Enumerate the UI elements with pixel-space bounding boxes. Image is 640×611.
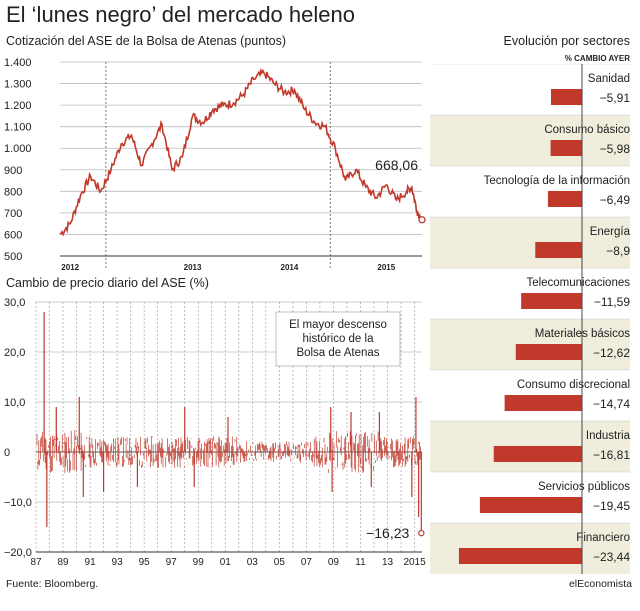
sector-label: Financiero (576, 532, 630, 544)
x-tick-label: 2013 (184, 263, 202, 272)
sector-label: Telecomunicaciones (526, 277, 630, 289)
sector-label: Materiales básicos (535, 328, 630, 340)
sector-bar (515, 344, 582, 360)
x-tick-label: 2014 (281, 263, 299, 272)
ase-index-chart: 1.400 1.300 1.200 1.100 1.000 900 800 700 600 500… (4, 57, 426, 272)
x-tick-label: 2015 (377, 263, 395, 272)
chart1-subtitle: Cotización del ASE de la Bolsa de Atenas… (6, 34, 287, 48)
last-point-marker (418, 216, 426, 224)
x-tick-label: 99 (193, 557, 205, 568)
annotation-line: El mayor descenso (289, 319, 387, 331)
sector-label: Energía (590, 226, 631, 238)
sector-label: Industria (586, 430, 631, 442)
y-tick-label: −10,0 (4, 497, 32, 509)
sector-label: Servicios públicos (538, 481, 630, 493)
sector-bar (504, 395, 582, 411)
y-tick-label: 1.200 (4, 100, 32, 112)
sector-bar (458, 548, 582, 564)
sector-bar (521, 293, 582, 309)
x-tick-label: 05 (274, 557, 286, 568)
chart2-subtitle: Cambio de precio diario del ASE (%) (6, 276, 209, 290)
x-tick-label: 87 (30, 557, 42, 568)
y-tick-label: 800 (4, 186, 22, 198)
sector-value-label: −11,59 (594, 295, 630, 309)
sector-label: Sanidad (588, 73, 630, 85)
sector-value-label: −14,74 (593, 397, 630, 411)
x-tick-label: 03 (247, 557, 259, 568)
row-band (430, 217, 630, 268)
sectors-column-label: % CAMBIO AYER (564, 54, 630, 63)
y-tick-label: 700 (4, 208, 22, 220)
row-band (430, 115, 630, 166)
sector-label: Tecnología de la información (484, 175, 630, 187)
brand-logo: elEconomista (568, 578, 632, 590)
sector-bar (550, 140, 582, 156)
sector-value-label: −23,44 (593, 550, 630, 564)
x-tick-label: 97 (166, 557, 178, 568)
y-tick-label: 10,0 (4, 397, 25, 409)
sector-label: Consumo discrecional (517, 379, 630, 391)
x-tick-label: 2015 (403, 557, 426, 568)
x-tick-label: 95 (139, 557, 151, 568)
annotation-line: histórico de la (303, 333, 375, 345)
sector-bar (550, 89, 582, 105)
last-value-label: 668,06 (375, 157, 418, 173)
last-value-label: −16,23 (366, 525, 409, 541)
sector-value-label: −16,81 (593, 448, 630, 462)
sector-value-label: −5,98 (600, 142, 631, 156)
y-tick-label: 1.400 (4, 57, 32, 69)
sector-value-label: −5,91 (600, 91, 631, 105)
annotation-line: Bolsa de Atenas (296, 347, 379, 359)
x-tick-label: 2012 (61, 263, 79, 272)
x-tick-label: 07 (301, 557, 313, 568)
x-tick-label: 13 (382, 557, 394, 568)
x-tick-label: 09 (328, 557, 340, 568)
y-tick-label: −20,0 (4, 547, 32, 559)
y-tick-label: 900 (4, 165, 22, 177)
y-tick-label: 500 (4, 251, 22, 263)
y-tick-label: 0 (4, 447, 10, 459)
y-tick-label: 1.100 (4, 122, 32, 134)
source-note: Fuente: Bloomberg. (6, 578, 99, 590)
y-tick-label: 20,0 (4, 347, 25, 359)
daily-change-texture (36, 429, 421, 473)
x-tick-label: 93 (112, 557, 124, 568)
sector-value-label: −19,45 (593, 499, 630, 513)
sector-bar (547, 191, 582, 207)
x-tick-label: 89 (57, 557, 69, 568)
page-title: El ‘lunes negro’ del mercado heleno (6, 2, 355, 27)
sector-bar (535, 242, 582, 258)
sectors-title: Evolución por sectores (503, 34, 630, 48)
y-tick-label: 1.300 (4, 79, 32, 91)
sector-bar (493, 446, 582, 462)
sector-value-label: −12,62 (593, 346, 630, 360)
x-tick-label: 11 (355, 557, 366, 568)
ase-daily-change-chart: 30,0 20,0 10,0 0 −10,0 −20,087 89 91 93 95 97 99 01 0… (4, 297, 426, 568)
sector-value-label: −6,49 (600, 193, 631, 207)
annotation-box (275, 311, 401, 367)
sector-label: Consumo básico (544, 124, 630, 136)
sectors-bar-chart: Sanidad −5,91 Consumo básico −5,98 Tecnologí… (430, 64, 631, 574)
y-tick-label: 1.000 (4, 143, 32, 155)
x-tick-label: 01 (220, 557, 232, 568)
x-tick-label: 91 (85, 557, 97, 568)
sector-value-label: −8,9 (606, 244, 630, 258)
y-tick-label: 600 (4, 229, 22, 241)
y-tick-label: 30,0 (4, 297, 25, 309)
sector-bar (479, 497, 582, 513)
index-line (59, 67, 423, 237)
last-point-marker (418, 529, 425, 537)
annotation-text: El mayor descenso histórico de la Bolsa de… (289, 319, 387, 359)
